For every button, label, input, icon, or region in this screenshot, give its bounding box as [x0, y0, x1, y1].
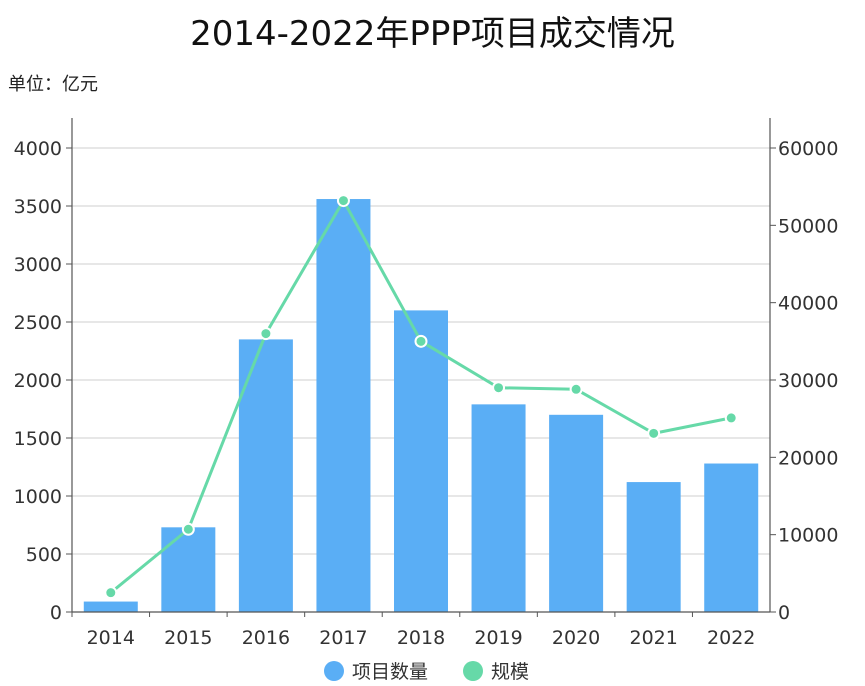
legend-swatch [463, 661, 483, 681]
axes: 0500100015002000250030003500400001000020… [14, 118, 838, 649]
y-right-tick-label: 0 [778, 602, 790, 624]
legend-swatch [324, 661, 344, 681]
line-point [492, 381, 506, 395]
y-left-tick-label: 1000 [14, 486, 62, 508]
x-tick-label: 2017 [319, 627, 367, 649]
y-right-tick-label: 50000 [778, 215, 838, 237]
bar-series [83, 199, 759, 613]
x-tick-label: 2016 [242, 627, 290, 649]
y-right-tick-label: 40000 [778, 293, 838, 315]
bar [704, 463, 759, 612]
x-tick-label: 2021 [629, 627, 677, 649]
y-left-tick-label: 500 [26, 544, 62, 566]
legend: 项目数量 规模 [324, 661, 529, 683]
bar [83, 601, 138, 612]
line-point [104, 586, 118, 600]
x-tick-label: 2022 [707, 627, 755, 649]
legend-label: 规模 [491, 661, 529, 683]
line-series [104, 194, 738, 600]
x-tick-label: 2018 [397, 627, 445, 649]
line-point [569, 382, 583, 396]
x-tick-label: 2014 [87, 627, 135, 649]
legend-label: 项目数量 [352, 661, 428, 683]
line-point [724, 411, 738, 425]
bar [549, 414, 604, 612]
line-point [181, 522, 195, 536]
x-tick-label: 2015 [164, 627, 212, 649]
y-left-tick-label: 2000 [14, 370, 62, 392]
y-left-tick-label: 3500 [14, 196, 62, 218]
y-right-tick-label: 20000 [778, 447, 838, 469]
line-point [414, 334, 428, 348]
x-tick-label: 2019 [474, 627, 522, 649]
y-left-tick-label: 4000 [14, 138, 62, 160]
line-point [336, 194, 350, 208]
y-right-tick-label: 30000 [778, 370, 838, 392]
x-tick-label: 2020 [552, 627, 600, 649]
line-point [647, 426, 661, 440]
bar [161, 527, 216, 612]
bar [471, 404, 526, 612]
bar [316, 199, 371, 613]
chart-title: 2014-2022年PPP项目成交情况 [190, 14, 675, 54]
bar [626, 482, 681, 612]
y-right-tick-label: 60000 [778, 138, 838, 160]
bar [394, 310, 448, 612]
unit-label: 单位：亿元 [8, 74, 98, 95]
line-point [259, 327, 273, 341]
y-left-tick-label: 3000 [14, 254, 62, 276]
y-right-tick-label: 10000 [778, 525, 838, 547]
y-left-tick-label: 0 [50, 602, 62, 624]
bar [238, 339, 293, 612]
y-left-tick-label: 2500 [14, 312, 62, 334]
y-left-tick-label: 1500 [14, 428, 62, 450]
